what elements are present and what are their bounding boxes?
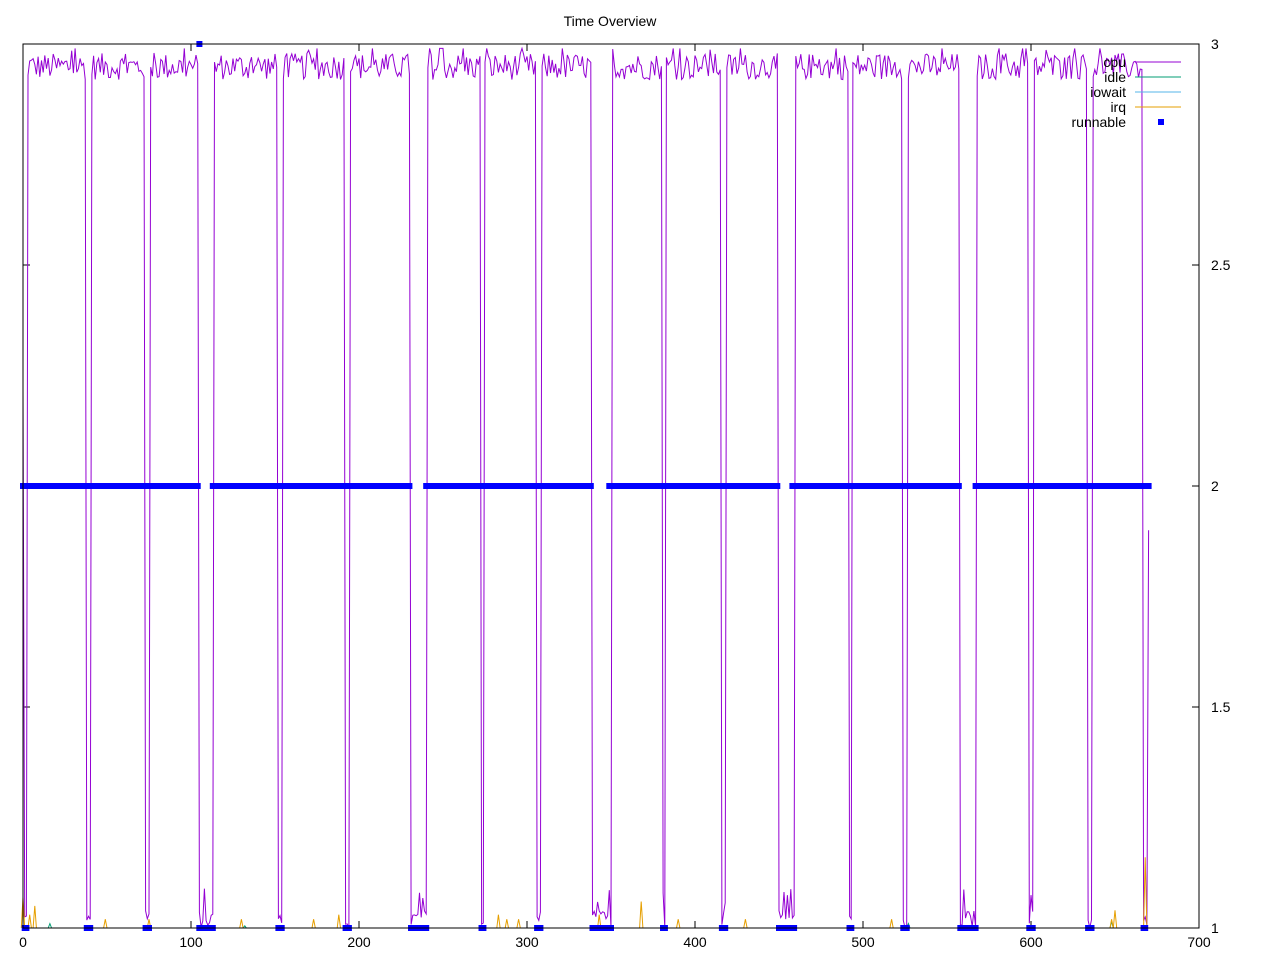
x-tick-label: 600 bbox=[1019, 934, 1043, 950]
idle-spike bbox=[242, 924, 247, 929]
irq-spike bbox=[504, 919, 509, 929]
irq-spike bbox=[32, 905, 37, 929]
x-tick-label: 500 bbox=[851, 934, 875, 950]
y-tick-label: 2.5 bbox=[1211, 257, 1231, 273]
irq-spike bbox=[336, 914, 341, 929]
irq-spike bbox=[1109, 919, 1114, 929]
irq-spike bbox=[676, 919, 681, 929]
legend-label-idle: idle bbox=[1104, 69, 1126, 85]
x-tick-label: 400 bbox=[683, 934, 707, 950]
irq-spike bbox=[889, 919, 894, 929]
runnable-point bbox=[955, 483, 962, 489]
x-tick-label: 0 bbox=[19, 934, 27, 950]
idle-spike bbox=[47, 922, 53, 929]
runnable-point bbox=[774, 483, 781, 489]
legend-label-cpu: cpu bbox=[1103, 54, 1126, 70]
legend-label-runnable: runnable bbox=[1072, 114, 1127, 130]
y-tick-label: 2 bbox=[1211, 478, 1219, 494]
irq-spike bbox=[103, 919, 108, 929]
y-tick-label: 1 bbox=[1211, 920, 1219, 936]
irq-spike bbox=[516, 919, 521, 929]
legend-label-iowait: iowait bbox=[1090, 84, 1126, 100]
irq-spike bbox=[639, 901, 644, 929]
runnable-point bbox=[1145, 483, 1152, 489]
x-tick-label: 300 bbox=[515, 934, 539, 950]
plot-frame bbox=[22, 43, 1200, 929]
irq-spike bbox=[1143, 857, 1148, 929]
y-tick-label: 3 bbox=[1211, 36, 1219, 52]
runnable-point bbox=[194, 483, 201, 489]
x-tick-label: 100 bbox=[179, 934, 203, 950]
runnable-point bbox=[587, 483, 594, 489]
runnable-point bbox=[406, 483, 413, 489]
irq-spike bbox=[1112, 910, 1118, 929]
irq-spike bbox=[27, 914, 32, 929]
x-tick-label: 700 bbox=[1187, 934, 1211, 950]
legend-label-irq: irq bbox=[1110, 99, 1126, 115]
irq-spike bbox=[496, 914, 501, 929]
cpu-line bbox=[22, 46, 1150, 929]
irq-spike bbox=[311, 919, 316, 929]
chart-title: Time Overview bbox=[564, 13, 658, 29]
irq-spike bbox=[597, 914, 602, 929]
legend-key-runnable bbox=[1158, 119, 1164, 125]
irq-spike bbox=[743, 919, 748, 929]
x-tick-label: 200 bbox=[347, 934, 371, 950]
irq-spike bbox=[239, 919, 244, 929]
y-tick-label: 1.5 bbox=[1211, 699, 1231, 715]
